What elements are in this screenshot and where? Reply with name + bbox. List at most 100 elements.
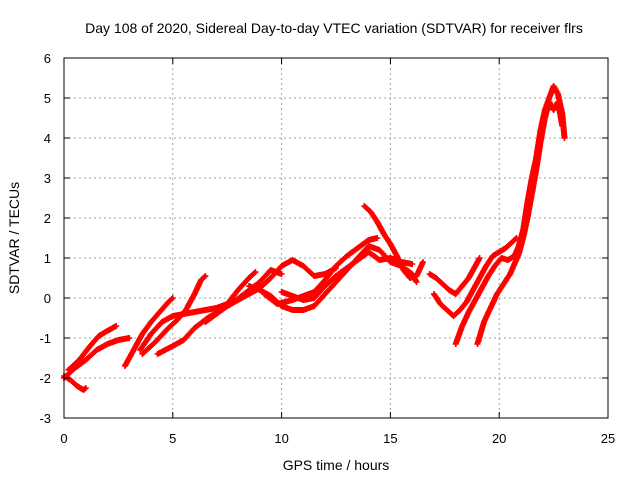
data-point [454,292,457,296]
data-point [552,108,555,112]
data-point [334,280,338,284]
data-point [84,358,87,362]
data-point [193,310,196,314]
data-point [345,254,349,258]
data-series-track-4 [121,295,176,369]
data-point [454,342,457,346]
data-point [236,298,240,302]
data-point [247,284,251,288]
data-trace [452,83,568,347]
data-point [484,264,488,268]
data-trace [474,99,566,347]
data-point [471,288,475,292]
data-point [258,280,262,284]
y-tick-label: 0 [44,291,51,306]
data-point [313,296,316,300]
data-point [182,312,185,316]
data-point [313,290,316,294]
data-point [548,96,551,100]
data-point [67,368,70,372]
data-point [128,336,131,340]
data-point [552,84,555,88]
data-point [215,306,218,310]
data-point [291,294,294,298]
data-point [534,168,538,172]
x-axis-label: GPS time / hours [283,457,390,473]
data-point [247,276,251,280]
data-point [204,308,207,312]
data-point [75,384,79,388]
data-point [556,92,560,96]
data-point [115,324,118,328]
data-point [395,254,399,258]
data-point [432,292,436,296]
data-point [269,276,272,280]
plot-area [61,83,568,393]
data-point [193,326,196,330]
data-point [474,298,477,302]
data-point [402,268,405,272]
data-point [506,258,510,262]
data-point [556,100,560,104]
data-point [482,320,486,324]
data-series-track-15 [452,83,568,347]
data-point [78,358,81,362]
y-tick-label: -3 [39,411,51,426]
data-point [254,270,257,274]
data-point [123,364,127,368]
data-point [408,276,412,280]
data-point [323,284,327,288]
data-point [193,292,196,296]
data-point [452,314,455,318]
data-point [199,278,203,282]
data-point [204,320,207,324]
data-point [563,136,566,140]
data-point [530,192,534,196]
data-point [313,274,316,278]
data-point [69,378,72,382]
data-point [508,272,512,276]
y-tick-label: -1 [39,331,51,346]
data-point [389,256,392,260]
grid [64,58,608,418]
data-point [474,264,477,268]
data-point [291,258,294,262]
data-point [447,288,451,292]
data-point [82,388,85,392]
data-point [548,100,551,104]
data-point [493,264,497,268]
data-point [511,240,514,244]
data-point [334,264,338,268]
data-point [132,348,135,352]
data-point [476,342,479,346]
data-point [167,326,170,330]
data-point [84,386,87,390]
data-point [467,310,470,314]
data-point [258,288,262,292]
data-series-track-3 [65,323,120,373]
data-point [480,286,483,290]
data-point [421,260,425,264]
data-point [445,308,449,312]
data-point [465,300,468,304]
data-point [526,216,529,220]
data-point [356,246,359,250]
y-tick-label: -2 [39,371,51,386]
data-point [461,324,464,328]
data-series-track-13 [426,255,483,297]
x-tick-label: 5 [169,431,176,446]
data-point [521,236,525,240]
data-point [156,352,159,356]
data-point [117,338,120,342]
data-point [171,344,174,348]
data-point [97,334,101,338]
x-tick-label: 20 [492,431,506,446]
data-point [141,352,144,356]
data-point [467,276,470,280]
data-point [517,252,520,256]
data-point [215,312,218,316]
data-point [415,280,418,284]
data-point [138,348,142,352]
data-point [291,308,294,312]
